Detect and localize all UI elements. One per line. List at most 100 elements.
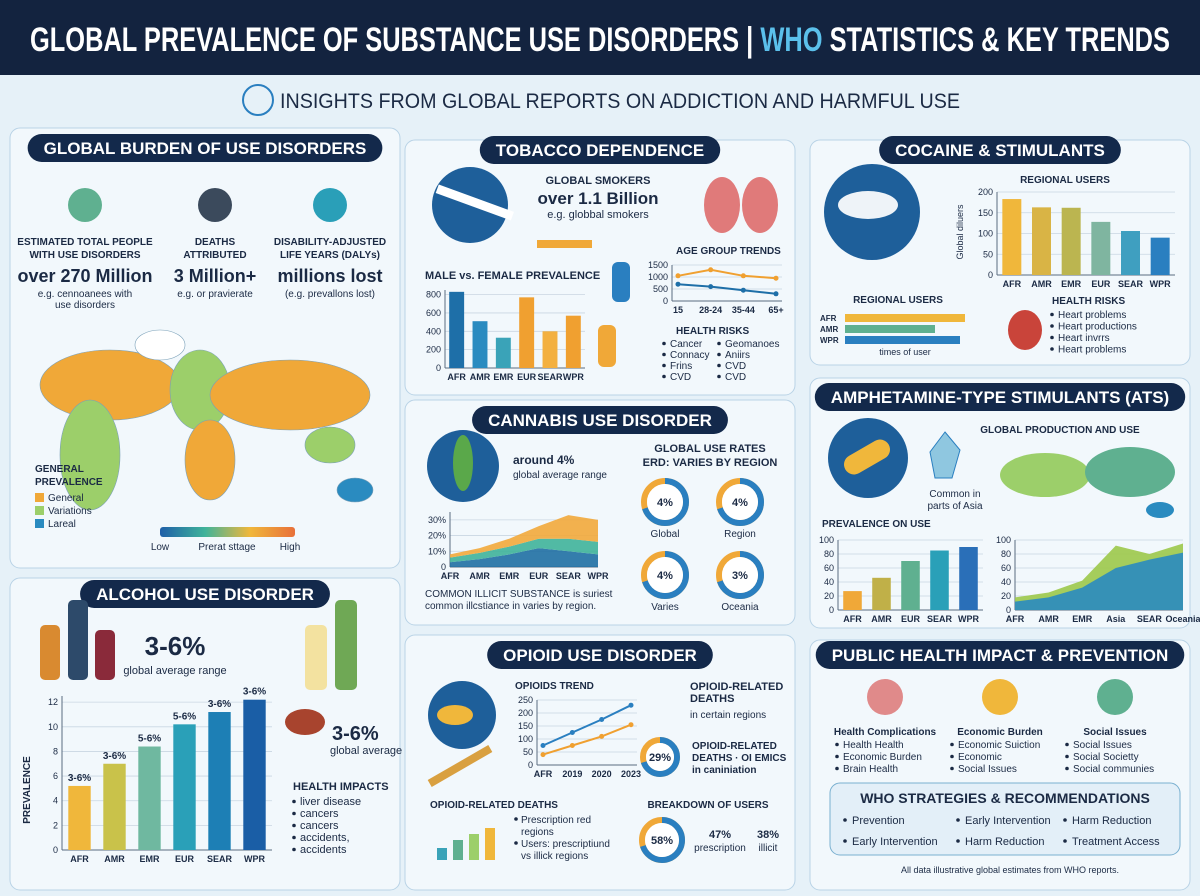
pill-icon — [437, 705, 473, 725]
scale-bar — [160, 527, 295, 537]
label: e.g. cennoanees with — [38, 289, 133, 300]
topic-icon — [1097, 679, 1133, 715]
label: REGIONAL USERS — [853, 295, 943, 306]
label: Early Intervention — [852, 836, 938, 848]
label: Prevention — [852, 815, 905, 827]
subtitle: INSIGHTS FROM GLOBAL REPORTS ON ADDICTIO… — [280, 90, 960, 113]
y-tick-label: 0 — [829, 605, 834, 615]
bullet — [717, 341, 721, 346]
label: WPR — [820, 336, 839, 345]
area — [450, 538, 598, 563]
label: AFR — [820, 314, 837, 323]
x-tick-label: EUR — [901, 614, 921, 624]
label: GLOBAL SMOKERS — [546, 175, 651, 187]
point — [628, 722, 634, 728]
bar — [243, 699, 266, 850]
y-tick-label: 50 — [983, 249, 993, 259]
area — [450, 548, 598, 567]
section-title-pill — [815, 641, 1185, 669]
y-tick-label: 150 — [518, 721, 533, 731]
label: in certain regions — [690, 710, 766, 721]
mini-bar — [453, 840, 463, 860]
label: accidents, — [300, 832, 350, 844]
bar — [495, 337, 511, 368]
bar-note: 5-6% — [173, 711, 196, 722]
x-tick-label: EMR — [493, 372, 514, 382]
bullet — [717, 374, 721, 379]
bullet — [662, 352, 666, 357]
x-tick-label: EMR — [1061, 279, 1082, 289]
bar — [1002, 199, 1022, 275]
label: Connacy — [670, 350, 709, 361]
x-tick-label: AMR — [470, 372, 491, 382]
label: (e.g. prevallons lost) — [285, 289, 375, 300]
x-tick-label: SEAR — [556, 571, 582, 581]
y-tick-label: 200 — [978, 187, 993, 197]
y-tick-label: 100 — [819, 535, 834, 545]
mini-bar — [469, 834, 479, 860]
section-title-pill — [80, 580, 330, 608]
liver-icon — [285, 709, 325, 735]
point — [675, 281, 681, 287]
y-tick-label: 0 — [441, 562, 446, 572]
y-tick-label: 20 — [1001, 591, 1011, 601]
label: parts of Asia — [927, 501, 982, 512]
bullet — [662, 341, 666, 346]
x-tick-label: 2023 — [621, 769, 641, 779]
label: ATTRIBUTED — [183, 250, 246, 261]
donut-label: 3% — [732, 570, 748, 582]
section-title: OPIOID USE DISORDER — [503, 646, 697, 665]
donut-ring — [641, 478, 689, 526]
label: ERD: VARIES BY REGION — [643, 457, 778, 469]
label: times of user — [879, 347, 931, 357]
y-tick-label: 250 — [518, 695, 533, 705]
label: e.g. or pravierate — [177, 289, 253, 300]
label: global average range — [123, 665, 226, 677]
y-tick-label: 8 — [53, 746, 58, 756]
bullet — [835, 742, 839, 747]
section-title: AMPHETAMINE-TYPE STIMULANTS (ATS) — [831, 388, 1169, 407]
label: OPIOID-RELATED — [690, 681, 783, 693]
bullet — [1065, 754, 1069, 759]
y-tick-label: 1000 — [648, 272, 668, 282]
bullet — [1065, 766, 1069, 771]
label: HEALTH IMPACTS — [293, 781, 389, 793]
label: Economic — [958, 752, 1002, 763]
y-tick-label: 0 — [436, 363, 441, 373]
bullet — [1050, 324, 1054, 328]
y-tick-label: 0 — [663, 296, 668, 306]
donut-ring — [716, 551, 764, 599]
bar — [449, 291, 465, 368]
legend-label: General — [48, 493, 84, 504]
label: Health Complications — [834, 727, 937, 738]
point — [740, 287, 746, 293]
label: ESTIMATED TOTAL PEOPLE — [17, 237, 153, 248]
label: vs illick regions — [521, 851, 588, 862]
x-tick-label: WPR — [244, 854, 265, 864]
label: Low — [151, 542, 170, 553]
map-region — [209, 359, 371, 431]
map-region — [1085, 447, 1175, 497]
y-tick-label: 20 — [824, 591, 834, 601]
label: Early Intervention — [965, 815, 1051, 827]
label: High — [280, 542, 301, 553]
bar-note: 3-6% — [68, 773, 91, 784]
bullet — [514, 841, 518, 845]
x-tick-label: WPR — [1150, 279, 1171, 289]
stat-icon — [68, 188, 102, 222]
y-tick-label: 150 — [978, 208, 993, 218]
label: WHO STRATEGIES & RECOMMENDATIONS — [860, 790, 1150, 806]
y-tick-label: 20% — [428, 531, 446, 541]
bar — [68, 785, 91, 850]
label: Heart problems — [1058, 310, 1126, 321]
capsule-icon — [844, 439, 890, 475]
label: liver disease — [300, 796, 361, 808]
label: All data illustrative global estimates f… — [901, 865, 1119, 875]
section-title: COCAINE & STIMULANTS — [895, 141, 1105, 160]
big-value: 3-6% — [332, 723, 379, 745]
title-highlight: WHO — [760, 21, 822, 59]
y-tick-label: 80 — [824, 549, 834, 559]
legend-label: Variations — [48, 506, 92, 517]
donut-hole — [647, 557, 683, 593]
stat-value: 3 Million+ — [174, 266, 257, 286]
